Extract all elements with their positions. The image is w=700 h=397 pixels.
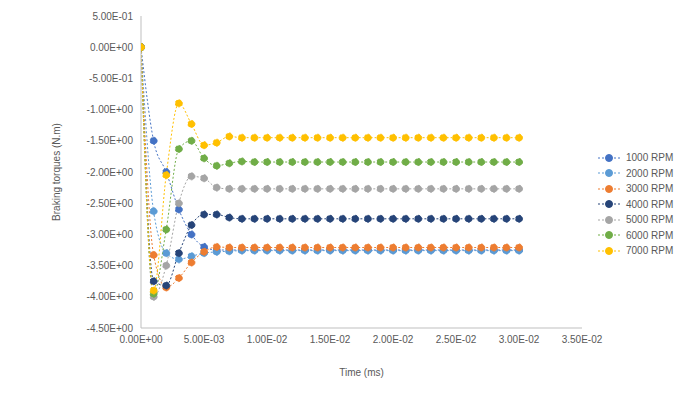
svg-text:5.00E-03: 5.00E-03 (184, 334, 225, 345)
svg-text:-1.50E+00: -1.50E+00 (87, 135, 134, 146)
svg-text:-2.50E+00: -2.50E+00 (87, 198, 134, 209)
svg-text:-3.50E+00: -3.50E+00 (87, 260, 134, 271)
html-text:4000 RPM: 4000 RPM (626, 198, 674, 210)
svg-text:2.50E-02: 2.50E-02 (436, 334, 477, 345)
html-text:7000 RPM: 7000 RPM (626, 245, 674, 257)
svg-text:0.00E+00: 0.00E+00 (119, 334, 163, 345)
html-text:6000 RPM: 6000 RPM (626, 229, 674, 241)
svg-text:-1.00E+00: -1.00E+00 (87, 104, 134, 115)
svg-text:2.00E-02: 2.00E-02 (373, 334, 414, 345)
svg-text:-2.00E+00: -2.00E+00 (87, 167, 134, 178)
svg-text:-4.50E+00: -4.50E+00 (87, 323, 134, 334)
svg-text:1.50E-02: 1.50E-02 (310, 334, 351, 345)
svg-text:Time (ms): Time (ms) (339, 367, 384, 378)
svg-text:0.00E+00: 0.00E+00 (90, 42, 134, 53)
svg-text:5.00E-01: 5.00E-01 (92, 11, 133, 22)
svg-text:-5.00E-01: -5.00E-01 (89, 73, 133, 84)
html-text:1000 RPM: 1000 RPM (626, 152, 674, 164)
svg-text:-3.00E+00: -3.00E+00 (87, 229, 134, 240)
html-text:5000 RPM: 5000 RPM (626, 214, 674, 226)
svg-text:3.50E-02: 3.50E-02 (562, 334, 603, 345)
svg-text:-4.00E+00: -4.00E+00 (87, 291, 134, 302)
svg-text:3.00E-02: 3.00E-02 (499, 334, 540, 345)
html-text:2000 RPM: 2000 RPM (626, 167, 674, 179)
svg-text:1.00E-02: 1.00E-02 (247, 334, 288, 345)
svg-text:Braking torques (N.m): Braking torques (N.m) (51, 123, 62, 221)
html-text:3000 RPM: 3000 RPM (626, 183, 674, 195)
